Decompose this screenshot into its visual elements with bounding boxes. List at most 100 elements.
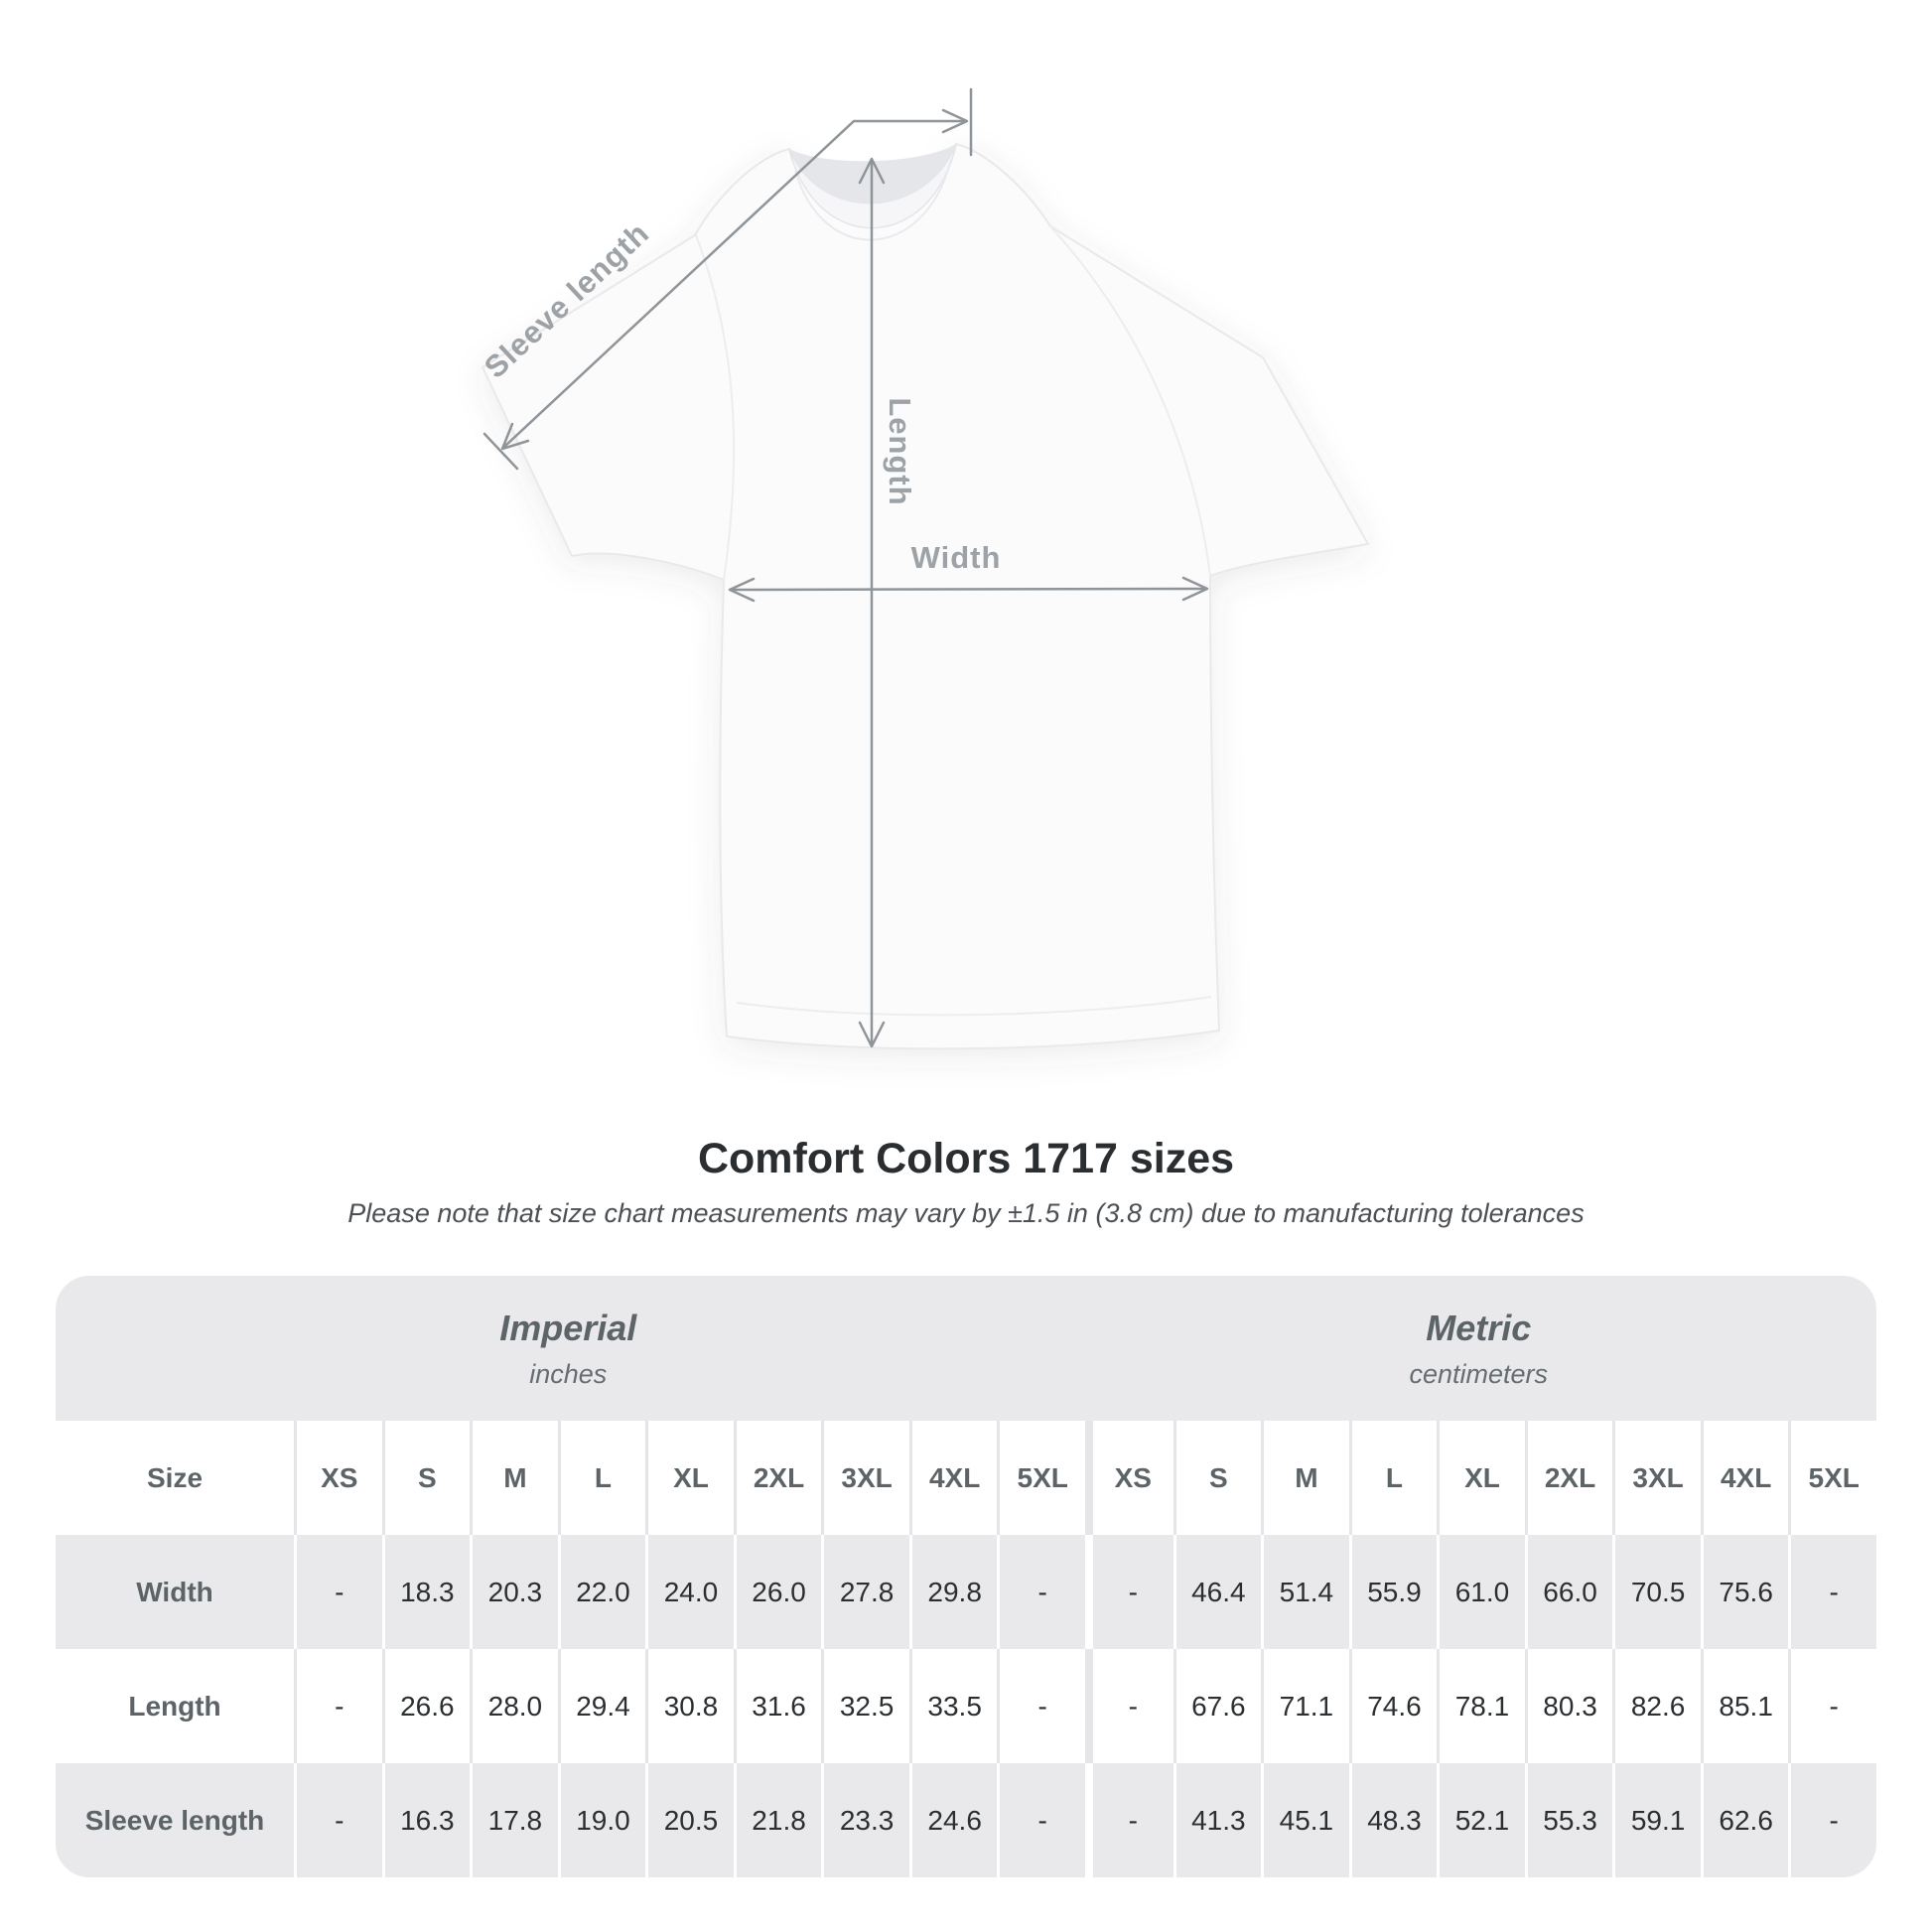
- size-header: L: [557, 1421, 646, 1535]
- length-arrow: [858, 157, 886, 1048]
- size-header: 3XL: [1612, 1421, 1701, 1535]
- value-cell: 74.6: [1348, 1649, 1438, 1763]
- value-cell: 19.0: [557, 1763, 646, 1877]
- size-header: 4XL: [1700, 1421, 1789, 1535]
- size-header: 3XL: [821, 1421, 909, 1535]
- row-label: Sleeve length: [56, 1763, 294, 1877]
- value-cell: 85.1: [1700, 1649, 1789, 1763]
- row-label: Length: [56, 1649, 294, 1763]
- unit-group-header: Imperial inches Metric centimeters: [56, 1276, 1876, 1421]
- value-cell: 48.3: [1348, 1763, 1438, 1877]
- value-cell: 18.3: [381, 1535, 471, 1649]
- value-cell: 33.5: [908, 1649, 998, 1763]
- width-arrow: [728, 576, 1209, 603]
- value-cell: -: [1788, 1535, 1876, 1649]
- width-label: Width: [911, 540, 1002, 575]
- value-cell: -: [1788, 1763, 1876, 1877]
- value-cell: 30.8: [645, 1649, 734, 1763]
- size-header: XS: [294, 1421, 382, 1535]
- value-cell: -: [294, 1763, 382, 1877]
- sleeve-length-arrow: [483, 87, 973, 471]
- value-cell: 24.6: [908, 1763, 998, 1877]
- value-cell: 24.0: [645, 1535, 734, 1649]
- imperial-group-header: Imperial inches: [56, 1276, 1081, 1421]
- size-header: 5XL: [997, 1421, 1085, 1535]
- tshirt-collar-band: [788, 143, 957, 229]
- size-header: XL: [645, 1421, 734, 1535]
- size-header: 5XL: [1788, 1421, 1876, 1535]
- value-cell: 62.6: [1700, 1763, 1789, 1877]
- size-header: 2XL: [733, 1421, 822, 1535]
- value-cell: 31.6: [733, 1649, 822, 1763]
- value-cell: 80.3: [1524, 1649, 1613, 1763]
- value-cell: 45.1: [1261, 1763, 1349, 1877]
- value-cell: 27.8: [821, 1535, 909, 1649]
- value-cell: 22.0: [557, 1535, 646, 1649]
- value-cell: -: [1085, 1649, 1173, 1763]
- tshirt-measurement-diagram: Sleeve length Length Width: [478, 87, 1370, 1050]
- size-corner-header: Size: [56, 1421, 294, 1535]
- value-cell: 41.3: [1173, 1763, 1262, 1877]
- size-header: M: [1261, 1421, 1349, 1535]
- size-header: S: [381, 1421, 471, 1535]
- size-header: 2XL: [1524, 1421, 1613, 1535]
- value-cell: 26.6: [381, 1649, 471, 1763]
- value-cell: -: [997, 1763, 1085, 1877]
- value-cell: 16.3: [381, 1763, 471, 1877]
- length-label: Length: [883, 397, 917, 505]
- value-cell: 17.8: [470, 1763, 558, 1877]
- tshirt-right-sleeve-seam: [1049, 225, 1211, 577]
- size-chart-table: Imperial inches Metric centimeters Size X…: [56, 1276, 1876, 1877]
- tshirt-collar-stitch: [794, 162, 951, 241]
- value-cell: 23.3: [821, 1763, 909, 1877]
- metric-unit: centimeters: [1409, 1358, 1549, 1389]
- tshirt-diagram-svg: Sleeve length Length Width: [478, 87, 1370, 1050]
- value-cell: 51.4: [1261, 1535, 1349, 1649]
- imperial-label: Imperial: [499, 1307, 637, 1348]
- size-header: XS: [1085, 1421, 1173, 1535]
- value-cell: 78.1: [1437, 1649, 1525, 1763]
- tshirt-left-sleeve-seam: [695, 234, 736, 581]
- tolerance-note: Please note that size chart measurements…: [347, 1198, 1585, 1228]
- page-title: Comfort Colors 1717 sizes: [697, 1135, 1235, 1182]
- tshirt-mockup: [481, 142, 1370, 1050]
- value-cell: 26.0: [733, 1535, 822, 1649]
- size-header: 4XL: [908, 1421, 998, 1535]
- size-header: M: [470, 1421, 558, 1535]
- value-cell: -: [1085, 1763, 1173, 1877]
- value-cell: 46.4: [1173, 1535, 1262, 1649]
- value-cell: 55.9: [1348, 1535, 1438, 1649]
- value-cell: 52.1: [1437, 1763, 1525, 1877]
- value-cell: 29.4: [557, 1649, 646, 1763]
- size-grid: Size XS S M L XL 2XL 3XL 4XL 5XL XS S M L XL 2XL 3XL 4XL 5…: [56, 1421, 1876, 1877]
- size-header: XL: [1437, 1421, 1525, 1535]
- value-cell: -: [294, 1649, 382, 1763]
- value-cell: -: [1788, 1649, 1876, 1763]
- value-cell: 20.3: [470, 1535, 558, 1649]
- value-cell: 75.6: [1700, 1535, 1789, 1649]
- value-cell: 55.3: [1524, 1763, 1613, 1877]
- value-cell: -: [294, 1535, 382, 1649]
- value-cell: -: [997, 1649, 1085, 1763]
- value-cell: 66.0: [1524, 1535, 1613, 1649]
- value-cell: 20.5: [645, 1763, 734, 1877]
- size-header: S: [1173, 1421, 1262, 1535]
- value-cell: -: [997, 1535, 1085, 1649]
- value-cell: 82.6: [1612, 1649, 1701, 1763]
- tshirt-body: [481, 142, 1370, 1050]
- value-cell: 59.1: [1612, 1763, 1701, 1877]
- value-cell: -: [1085, 1535, 1173, 1649]
- metric-group-header: Metric centimeters: [1081, 1276, 1876, 1421]
- row-label: Width: [56, 1535, 294, 1649]
- value-cell: 29.8: [908, 1535, 998, 1649]
- value-cell: 70.5: [1612, 1535, 1701, 1649]
- size-header: L: [1348, 1421, 1438, 1535]
- value-cell: 71.1: [1261, 1649, 1349, 1763]
- imperial-unit: inches: [529, 1358, 608, 1389]
- value-cell: 32.5: [821, 1649, 909, 1763]
- tshirt-hem-stitch: [736, 996, 1212, 1017]
- value-cell: 67.6: [1173, 1649, 1262, 1763]
- value-cell: 28.0: [470, 1649, 558, 1763]
- value-cell: 61.0: [1437, 1535, 1525, 1649]
- metric-label: Metric: [1426, 1307, 1532, 1348]
